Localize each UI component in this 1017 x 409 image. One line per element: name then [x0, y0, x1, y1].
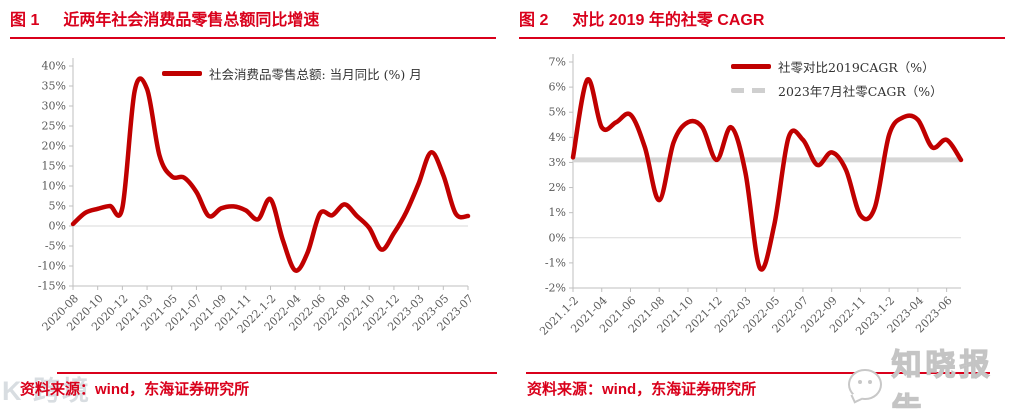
chat-bubble-tail [850, 391, 863, 403]
legend-line-swatch-icon [731, 64, 771, 69]
watermark-left: K 跨境 [2, 376, 91, 406]
y-tick-label: -2% [545, 282, 566, 295]
legend-line-swatch-icon [162, 71, 202, 76]
figure1-title-rule [10, 37, 496, 39]
y-tick-label: 0% [549, 231, 566, 244]
figure1-title: 近两年社会消费品零售总额同比增速 [63, 12, 320, 29]
y-tick-label: 20% [42, 140, 66, 153]
y-tick-label: 15% [42, 160, 66, 173]
legend-dashed-swatch-icon [731, 88, 771, 93]
y-tick-label: 35% [42, 80, 66, 93]
figure1-legend: 社会消费品零售总额: 当月同比 (%) 月 [162, 64, 422, 83]
figure2-legend: 社零对比2019CAGR（%） 2023年7月社零CAGR（%） [731, 57, 943, 100]
y-tick-label: 5% [49, 200, 66, 213]
legend-row: 2023年7月社零CAGR（%） [731, 81, 943, 100]
watermark-right-text: 知晓报告 [891, 348, 994, 409]
data-line [570, 77, 964, 272]
y-tick-label: 3% [549, 156, 566, 169]
y-tick-label: -5% [45, 240, 66, 253]
y-tick-label: 4% [549, 131, 566, 144]
y-tick-label: 5% [549, 106, 566, 119]
legend-label: 2023年7月社零CAGR（%） [778, 84, 943, 99]
figure1-card: 图 1 近两年社会消费品零售总额同比增速 40% 35% 30% 25% 20% 15% 1… [0, 0, 508, 409]
legend-row: 社会消费品零售总额: 当月同比 (%) 月 [162, 64, 422, 83]
data-line [70, 76, 471, 273]
figure1-header: 图 1 近两年社会消费品零售总额同比增速 [10, 6, 496, 30]
y-tick-label: -1% [545, 256, 566, 269]
figure2-source: 资料来源：wind，东海证券研究所 [527, 381, 757, 398]
y-tick-label: 0% [49, 220, 66, 233]
y-tick-label: -15% [38, 280, 66, 293]
y-tick-label: -10% [38, 260, 66, 273]
watermark-right: 知晓报告 [848, 340, 1017, 409]
figure1-source: 资料来源：wind，东海证券研究所 [20, 381, 250, 398]
figure2-number: 图 2 [519, 12, 549, 29]
y-tick-label: 6% [549, 81, 566, 94]
figure2-line-chart: 7%6%5%4%3%2%1%0%-1%-2%2021.1-22021-04202… [537, 54, 964, 338]
legend-label: 社会消费品零售总额: 当月同比 (%) 月 [209, 67, 422, 82]
y-tick-label: 7% [549, 56, 566, 69]
y-tick-label: 2% [549, 181, 566, 194]
y-tick-label: 30% [42, 100, 66, 113]
figure1-footer-rule [57, 372, 497, 374]
wechat-chat-icon [848, 368, 882, 403]
legend-label: 社零对比2019CAGR（%） [778, 60, 935, 75]
y-tick-label: 10% [42, 180, 66, 193]
y-tick-label: 25% [42, 120, 66, 133]
figure2-footer-rule [526, 372, 990, 374]
legend-row: 社零对比2019CAGR（%） [731, 57, 943, 76]
y-tick-label: 40% [42, 60, 66, 73]
figure2-header: 图 2 对比 2019 年的社零 CAGR [519, 6, 1005, 30]
figure2-title: 对比 2019 年的社零 CAGR [572, 12, 765, 29]
figure1-number: 图 1 [10, 12, 40, 29]
y-tick-label: 1% [549, 206, 566, 219]
figure2-title-rule [519, 37, 1005, 39]
figure1-line-chart: 40%35%30%25%20%15%10%5%0%-5%-10%-15%2020… [38, 58, 476, 336]
figure2-card: 图 2 对比 2019 年的社零 CAGR 7% 6% 5% 4% 3% 2% 1% 0% -1… [509, 0, 1017, 409]
